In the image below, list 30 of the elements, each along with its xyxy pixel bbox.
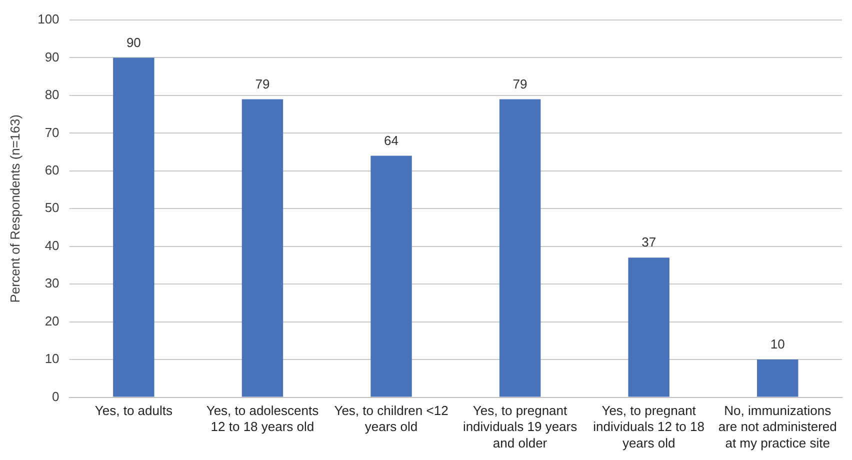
data-label: 37 <box>642 234 656 250</box>
y-tick-label: 0 <box>52 388 60 404</box>
y-axis-title: Percent of Respondents (n=163) <box>7 114 22 303</box>
data-label: 79 <box>255 76 270 92</box>
x-tick-label: Yes, to adults <box>94 402 173 418</box>
bar <box>499 99 541 397</box>
data-label: 90 <box>126 34 141 50</box>
y-tick-label: 90 <box>44 49 60 64</box>
x-tick-label: Yes, to pregnant individuals 19 years and older <box>462 402 578 450</box>
bar <box>628 258 670 397</box>
bar <box>757 360 798 397</box>
y-tick-label: 20 <box>44 313 60 328</box>
data-label: 79 <box>512 76 528 92</box>
y-tick-label: 40 <box>44 238 60 253</box>
x-tick-label: Yes, to pregnant individuals 12 to 18 years old <box>593 402 704 450</box>
x-tick-label: Yes, to adolescents 12 to 18 years old <box>206 402 320 434</box>
y-tick-label: 30 <box>44 276 60 291</box>
y-tick-label: 10 <box>44 351 60 366</box>
y-tick-label: 60 <box>44 162 60 178</box>
bar <box>370 156 412 397</box>
bar <box>113 58 154 397</box>
data-label: 10 <box>770 336 785 352</box>
x-tick-label: Yes, to children <12 years old <box>334 402 448 434</box>
y-tick-label: 100 <box>38 12 60 27</box>
y-tick-label: 50 <box>44 200 60 216</box>
bar <box>242 99 284 397</box>
x-tick-label: No, immunizations are not administered at my practice site <box>718 402 837 450</box>
y-tick-label: 70 <box>44 124 60 140</box>
data-label: 64 <box>384 132 398 148</box>
y-tick-label: 80 <box>44 87 60 102</box>
